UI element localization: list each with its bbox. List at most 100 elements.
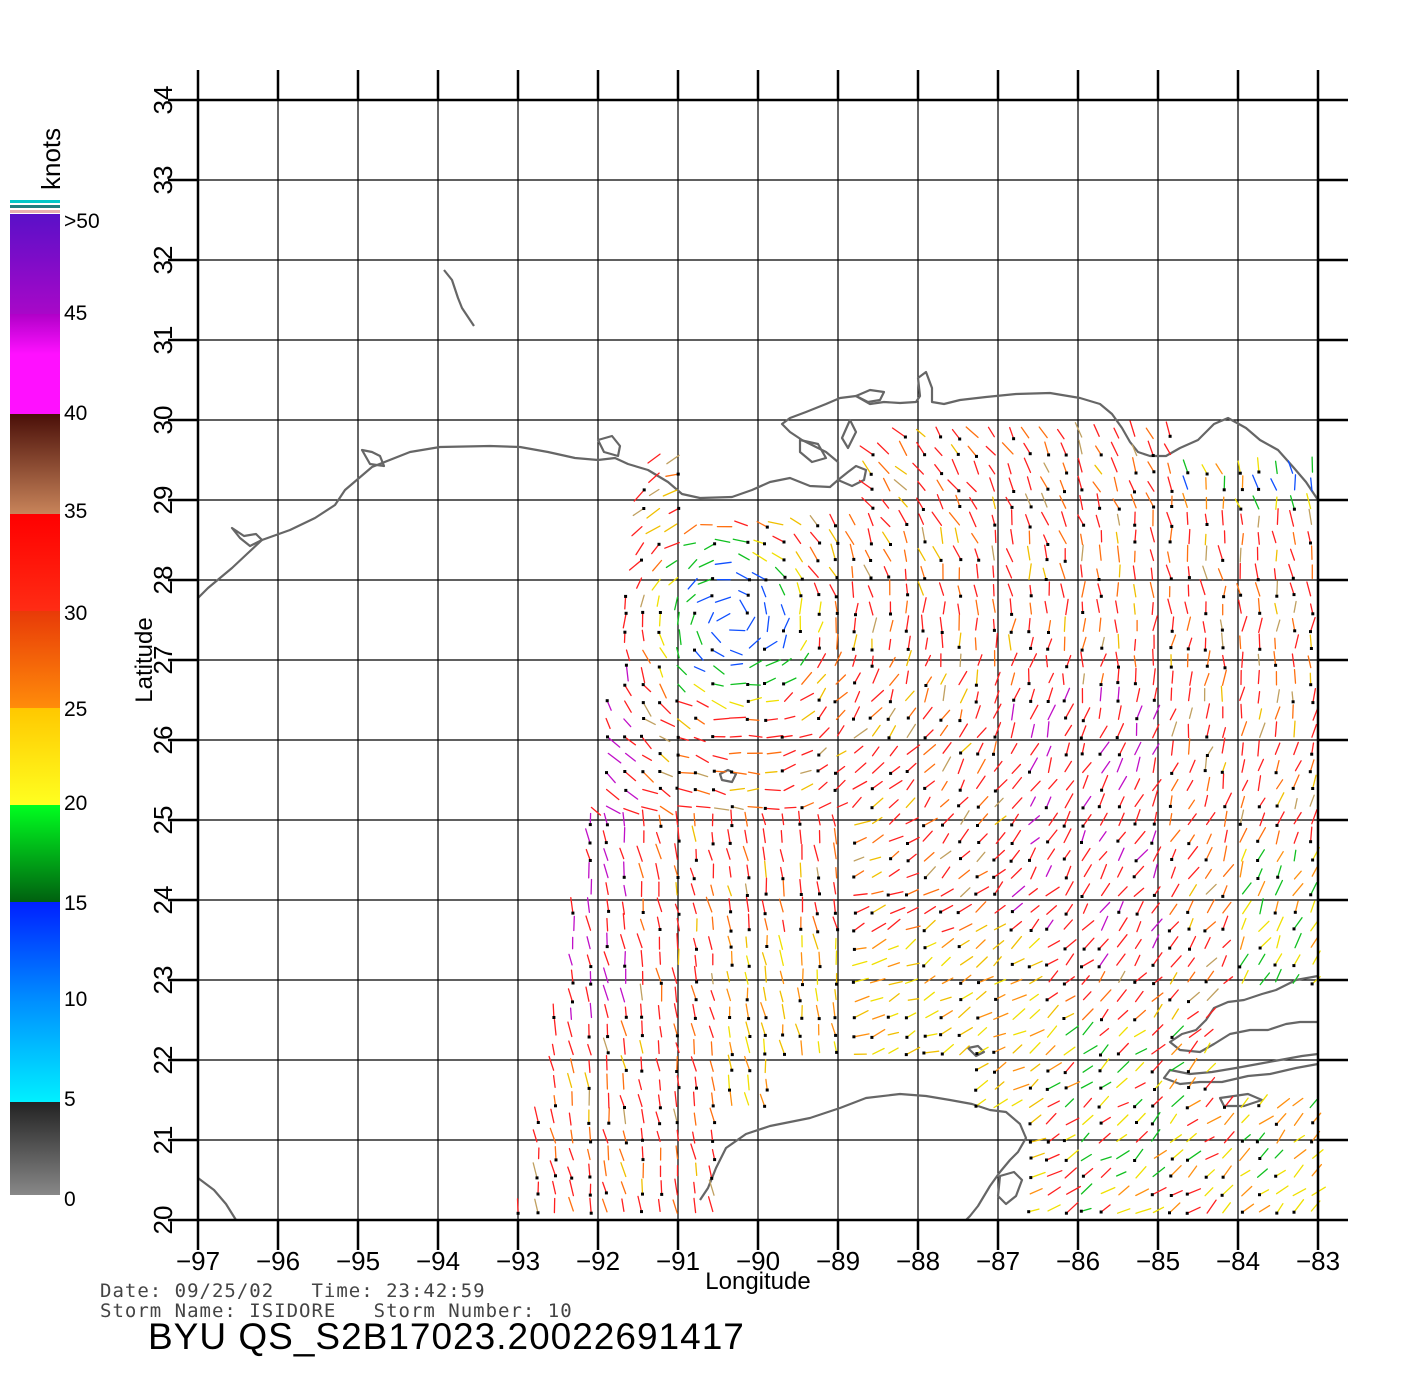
wind-vector [1223,810,1228,827]
vector-origin-dot [1238,965,1242,969]
vector-origin-dot [1098,752,1102,756]
vector-origin-dot [1063,559,1067,563]
vector-origin-dot [711,735,715,739]
wind-vector [1117,847,1125,861]
wind-vector [1047,638,1053,650]
wind-vector [1312,687,1317,704]
wind-vector [711,1148,716,1161]
wind-vector [993,868,1006,878]
wind-vector [1030,837,1040,845]
wind-vector [605,1054,608,1071]
wind-vector [1012,1008,1026,1020]
wind-vector [801,671,813,685]
vector-origin-dot [640,1015,644,1019]
vector-origin-dot [1153,1088,1156,1091]
wind-vector [888,638,892,651]
wind-vector [881,499,890,509]
wind-vector [905,817,919,825]
wind-vector [621,1198,625,1212]
vector-origin-dot [905,1035,909,1039]
wind-vector [589,1197,592,1214]
vector-origin-dot [940,1052,944,1056]
vector-origin-dot [1258,1193,1261,1197]
wind-vector [993,1098,1008,1109]
wind-vector [905,670,909,685]
wind-vector [1242,900,1252,915]
wind-vector [906,836,920,845]
vector-origin-dot [1029,646,1033,650]
wind-vector [708,849,713,861]
wind-vector [1010,920,1023,931]
wind-vector [774,566,786,578]
wind-vector [1309,1098,1318,1109]
wind-vector [1095,514,1101,528]
wind-vector [664,541,680,549]
wind-vector [1083,937,1095,950]
wind-vector [1134,778,1141,790]
vector-origin-dot [641,1138,644,1142]
wind-vector [1044,600,1048,614]
wind-vector [1043,534,1049,546]
wind-vector [817,653,827,669]
wind-vector [1256,457,1260,473]
wind-vector [967,445,978,458]
wind-vector [765,699,780,703]
vector-origin-dot [905,523,909,526]
wind-vector [673,1003,678,1019]
vector-origin-dot [554,1158,558,1162]
wind-vector [977,796,989,808]
wind-vector [620,1181,627,1195]
vector-origin-dot [870,806,874,810]
vector-origin-dot [624,594,628,598]
vector-origin-dot [957,1033,961,1037]
vector-origin-dot [692,877,696,881]
wind-vector [958,632,962,648]
wind-vector [672,1199,678,1214]
wind-vector [1221,510,1224,526]
wind-vector [1311,866,1318,877]
vector-origin-dot [1099,1086,1103,1090]
vector-origin-dot [657,630,661,634]
vector-origin-dot [763,647,766,651]
vector-origin-dot [1081,719,1085,723]
wind-vector [1081,1132,1090,1143]
vector-origin-dot [1167,929,1171,933]
vector-origin-dot [852,557,856,561]
wind-vector [734,520,748,527]
wind-vector [1082,617,1087,632]
wind-vector [676,932,679,950]
wind-vector [834,779,846,792]
vector-origin-dot [1099,1121,1103,1125]
vector-origin-dot [799,893,803,896]
wind-vector [1276,689,1280,703]
wind-vector [765,718,779,722]
vector-origin-dot [1205,735,1209,739]
wind-vector [1188,918,1194,930]
wind-vector [1171,1008,1180,1020]
wind-vector [781,813,785,826]
wind-vector [1257,740,1260,757]
vector-origin-dot [994,997,998,1001]
wind-vector [693,649,704,661]
wind-vector [548,1055,555,1071]
wind-vector [1292,1188,1307,1197]
wind-vector [632,507,645,517]
wind-vector [1151,902,1160,914]
vector-origin-dot [1133,822,1137,826]
wind-vector [1064,703,1074,719]
wind-vector [1311,723,1318,738]
wind-vector [1239,547,1242,563]
vector-origin-dot [886,893,890,897]
wind-vector [676,664,687,676]
wind-vector [1117,866,1124,878]
vector-origin-dot [1064,1086,1068,1090]
wind-vector [1151,1043,1166,1055]
vector-origin-dot [763,1104,767,1108]
vector-origin-dot [763,542,766,546]
wind-vector [992,496,996,510]
legend-label: 10 [64,988,87,1011]
wind-vector [887,962,901,968]
vector-origin-dot [782,558,786,562]
wind-vector [729,735,742,738]
vector-origin-dot [1151,1104,1155,1108]
